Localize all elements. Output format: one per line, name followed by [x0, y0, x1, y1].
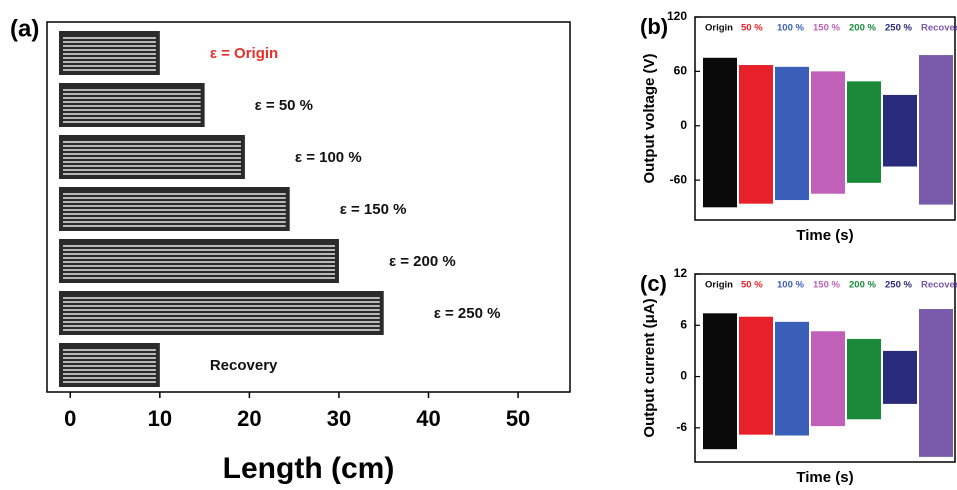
segment-label: 150 %: [813, 280, 840, 291]
segment-label: 150 %: [813, 23, 840, 34]
y-tick-label: -60: [670, 172, 688, 186]
figure: 0 10 20 30 40 50 Length (cm) ε = Origin ε = 50 %…: [0, 0, 957, 490]
x-tick-label: 0: [64, 406, 76, 431]
panel-label: (b): [640, 14, 668, 39]
signal-band: [703, 58, 737, 208]
sample-label: ε = Origin: [210, 45, 278, 62]
signal-band: [739, 317, 773, 435]
y-tick-label: 0: [680, 118, 687, 132]
sample-label: ε = 100 %: [295, 149, 362, 166]
y-tick-label: 6: [680, 317, 687, 331]
signal-band: [775, 67, 809, 200]
segment-label: 250 %: [885, 23, 912, 34]
segment-label: 100 %: [777, 23, 804, 34]
x-axis-title: Time (s): [796, 227, 853, 244]
x-tick-label: 30: [327, 406, 351, 431]
signal-band: [775, 322, 809, 436]
x-axis-title: Length (cm): [223, 452, 395, 485]
segment-label: 50 %: [741, 280, 763, 291]
segment-label: 200 %: [849, 23, 876, 34]
signal-band: [883, 95, 917, 167]
segment-label: Recovery: [921, 23, 957, 34]
segment-label: 100 %: [777, 280, 804, 291]
segment-label: Recovery: [921, 280, 957, 291]
sample-label: ε = 250 %: [434, 305, 501, 322]
signal-band: [919, 309, 953, 457]
y-axis-title: Output current (μA): [641, 298, 658, 437]
sample-label: ε = 150 %: [340, 201, 407, 218]
segment-label: 250 %: [885, 280, 912, 291]
signal-band: [811, 331, 845, 426]
signal-band: [847, 81, 881, 183]
signal-band: [703, 313, 737, 449]
segment-label: Origin: [705, 23, 733, 34]
sample-label: ε = 50 %: [255, 97, 313, 114]
signal-band: [811, 71, 845, 193]
y-tick-label: 12: [674, 266, 688, 280]
signal-band: [739, 65, 773, 204]
panel-label: (a): [10, 15, 39, 42]
x-axis-title: Time (s): [796, 469, 853, 486]
x-tick-label: 20: [237, 406, 261, 431]
segment-label: 50 %: [741, 23, 763, 34]
y-tick-label: -6: [676, 420, 687, 434]
signal-band: [919, 55, 953, 205]
sample-label: ε = 200 %: [389, 253, 456, 270]
panel-label: (c): [640, 271, 667, 296]
signal-band: [847, 339, 881, 419]
y-tick-label: 60: [674, 64, 688, 78]
signal-band: [883, 351, 917, 404]
y-axis-title: Output voltage (V): [641, 54, 658, 184]
segment-label: 200 %: [849, 280, 876, 291]
y-tick-label: 0: [680, 369, 687, 383]
x-tick-label: 40: [416, 406, 440, 431]
x-tick-label: 50: [506, 406, 530, 431]
x-tick-label: 10: [148, 406, 172, 431]
y-tick-label: 120: [667, 9, 687, 23]
segment-label: Origin: [705, 280, 733, 291]
sample-label: Recovery: [210, 357, 278, 374]
